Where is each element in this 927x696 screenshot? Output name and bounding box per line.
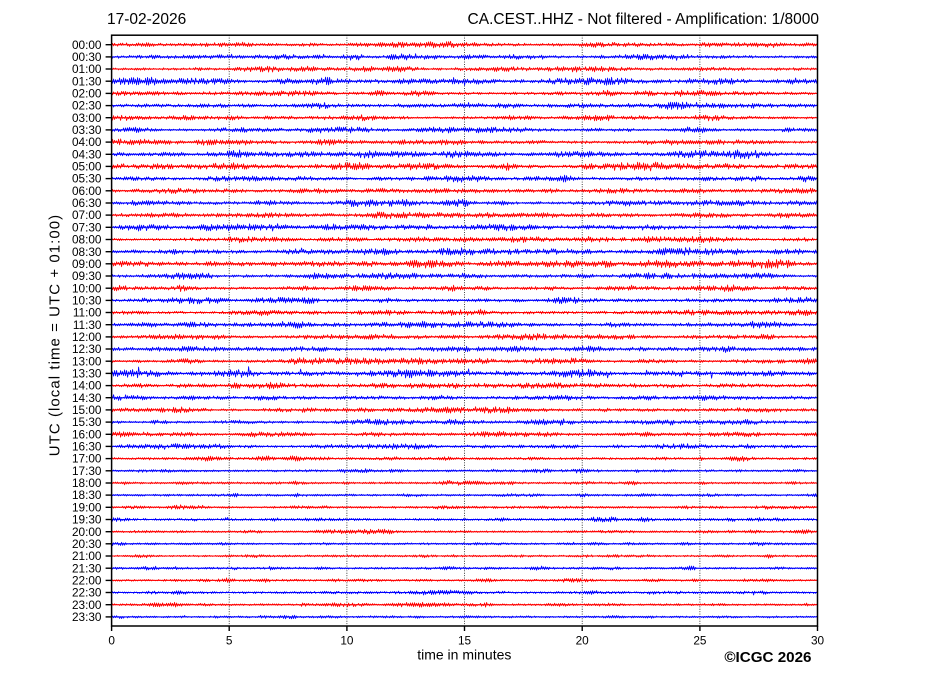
svg-text:5: 5 <box>226 633 233 647</box>
svg-text:20:00: 20:00 <box>72 525 102 539</box>
svg-text:15:00: 15:00 <box>72 403 102 417</box>
svg-text:0: 0 <box>108 633 115 647</box>
svg-text:©ICGC 2026: ©ICGC 2026 <box>724 649 811 666</box>
svg-text:22:00: 22:00 <box>72 574 102 588</box>
svg-text:10:00: 10:00 <box>72 281 102 295</box>
svg-text:15:30: 15:30 <box>72 415 102 429</box>
svg-text:20: 20 <box>576 633 590 647</box>
svg-text:15: 15 <box>458 633 472 647</box>
svg-text:18:30: 18:30 <box>72 488 102 502</box>
svg-text:07:00: 07:00 <box>72 208 102 222</box>
svg-text:03:30: 03:30 <box>72 123 102 137</box>
svg-text:UTC (local time = UTC + 01:00): UTC (local time = UTC + 01:00) <box>47 214 64 456</box>
svg-text:13:00: 13:00 <box>72 354 102 368</box>
svg-text:04:30: 04:30 <box>72 147 102 161</box>
svg-text:14:00: 14:00 <box>72 379 102 393</box>
svg-text:02:00: 02:00 <box>72 87 102 101</box>
svg-text:06:30: 06:30 <box>72 196 102 210</box>
svg-text:03:00: 03:00 <box>72 111 102 125</box>
svg-text:02:30: 02:30 <box>72 99 102 113</box>
svg-text:05:30: 05:30 <box>72 172 102 186</box>
svg-text:06:00: 06:00 <box>72 184 102 198</box>
svg-text:14:30: 14:30 <box>72 391 102 405</box>
svg-text:11:30: 11:30 <box>73 318 102 332</box>
svg-text:CA.CEST..HHZ - Not filtered -: CA.CEST..HHZ - Not filtered - Amplificat… <box>468 11 820 28</box>
svg-text:09:00: 09:00 <box>72 257 102 271</box>
svg-text:08:30: 08:30 <box>72 245 102 259</box>
svg-text:17:00: 17:00 <box>72 452 102 466</box>
svg-text:16:00: 16:00 <box>72 427 102 441</box>
svg-text:10:30: 10:30 <box>72 294 102 308</box>
svg-text:01:30: 01:30 <box>72 74 102 88</box>
svg-text:01:00: 01:00 <box>72 62 102 76</box>
svg-text:21:30: 21:30 <box>72 561 102 575</box>
svg-text:12:00: 12:00 <box>72 330 102 344</box>
svg-text:25: 25 <box>693 633 707 647</box>
svg-text:19:30: 19:30 <box>72 513 102 527</box>
svg-text:16:30: 16:30 <box>72 440 102 454</box>
svg-text:04:00: 04:00 <box>72 135 102 149</box>
svg-text:18:00: 18:00 <box>72 476 102 490</box>
svg-text:10: 10 <box>340 633 354 647</box>
svg-text:time in minutes: time in minutes <box>417 647 511 663</box>
svg-text:30: 30 <box>811 633 825 647</box>
svg-text:23:00: 23:00 <box>72 598 102 612</box>
svg-text:17-02-2026: 17-02-2026 <box>107 11 186 28</box>
svg-text:13:30: 13:30 <box>72 367 102 381</box>
svg-text:21:00: 21:00 <box>72 549 102 563</box>
svg-text:09:30: 09:30 <box>72 269 102 283</box>
svg-text:20:30: 20:30 <box>72 537 102 551</box>
svg-text:05:00: 05:00 <box>72 160 102 174</box>
svg-text:07:30: 07:30 <box>72 220 102 234</box>
svg-text:22:30: 22:30 <box>72 586 102 600</box>
svg-text:19:00: 19:00 <box>72 500 102 514</box>
svg-text:00:00: 00:00 <box>72 38 102 52</box>
svg-text:12:30: 12:30 <box>72 342 102 356</box>
svg-text:08:00: 08:00 <box>72 233 102 247</box>
svg-text:17:30: 17:30 <box>72 464 102 478</box>
svg-text:11:00: 11:00 <box>73 306 102 320</box>
svg-text:23:30: 23:30 <box>72 610 102 624</box>
svg-text:00:30: 00:30 <box>72 50 102 64</box>
